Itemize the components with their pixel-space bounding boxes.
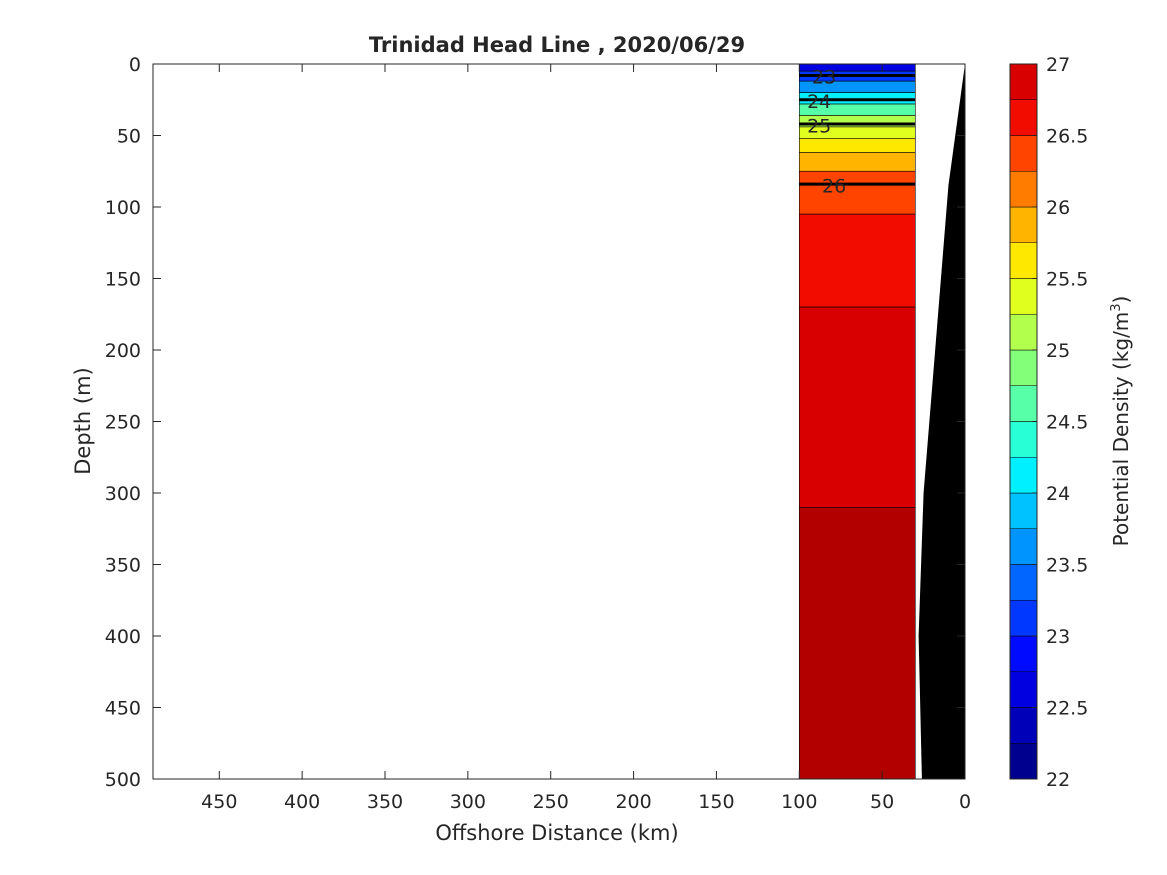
y-axis-label: Depth (m): [71, 367, 95, 474]
x-tick-label: 150: [698, 791, 734, 813]
contour-label-26: 26: [822, 175, 846, 197]
density-band-9: [798, 170, 916, 215]
colorbar-swatch-4: [1009, 600, 1038, 637]
contour-label-23: 23: [812, 67, 836, 89]
colorbar-swatch-14: [1009, 242, 1038, 279]
x-tick-label: 50: [870, 791, 894, 813]
x-axis-label: Offshore Distance (km): [435, 821, 678, 845]
colorbar-tick-label: 23.5: [1046, 555, 1088, 577]
y-tick-label: 500: [105, 769, 141, 791]
y-tick-label: 150: [105, 269, 141, 291]
y-tick-label: 350: [105, 555, 141, 577]
y-tick-label: 100: [105, 197, 141, 219]
density-band-11: [798, 306, 916, 508]
colorbar-swatch-8: [1009, 457, 1038, 494]
chart-title: Trinidad Head Line , 2020/06/29: [369, 33, 745, 57]
y-tick-label: 400: [105, 626, 141, 648]
colorbar-tick-label: 25.5: [1046, 269, 1088, 291]
colorbar-swatch-19: [1009, 63, 1038, 100]
x-tick-label: 300: [450, 791, 486, 813]
colorbar-tick-label: 23: [1046, 626, 1070, 648]
bathymetry: [918, 64, 965, 779]
x-tick-label: 250: [533, 791, 569, 813]
colorbar-swatch-6: [1009, 528, 1038, 565]
colorbar-swatch-3: [1009, 635, 1038, 672]
colorbar-swatch-17: [1009, 135, 1038, 172]
colorbar-label-suffix: ): [1109, 296, 1133, 304]
colorbar-swatch-11: [1009, 349, 1038, 386]
colorbar-swatch-16: [1009, 171, 1038, 208]
colorbar-swatch-18: [1009, 99, 1038, 136]
colorbar-label-text: Potential Density (kg/m: [1109, 312, 1133, 547]
colorbar-swatch-12: [1009, 314, 1038, 351]
y-tick-label: 250: [105, 412, 141, 434]
y-tick-label: 300: [105, 483, 141, 505]
x-tick-label: 400: [284, 791, 320, 813]
x-tick-label: 0: [959, 791, 971, 813]
density-band-8: [798, 152, 916, 172]
colorbar-tick-label: 26: [1046, 197, 1070, 219]
y-tick-label: 0: [129, 54, 141, 76]
colorbar-label: Potential Density (kg/m3): [1109, 296, 1133, 547]
colorbar-swatch-2: [1009, 671, 1038, 708]
colorbar-tick-label: 25: [1046, 340, 1070, 362]
x-tick-label: 200: [615, 791, 651, 813]
y-tick-label: 450: [105, 698, 141, 720]
x-tick-label: 350: [367, 791, 403, 813]
colorbar-label-superscript: 3: [1109, 303, 1124, 311]
colorbar-swatch-13: [1009, 278, 1038, 315]
density-band-10: [798, 213, 916, 308]
colorbar-swatch-10: [1009, 385, 1038, 422]
colorbar: 22 22.5 23 23.5 24 24.5 25 25.5 26 26.5 27 Potenti…: [1009, 54, 1133, 791]
colorbar-swatch-9: [1009, 421, 1038, 458]
colorbar-swatch-7: [1009, 492, 1038, 529]
colorbar-swatch-15: [1009, 206, 1038, 243]
x-tick-label: 450: [201, 791, 237, 813]
x-tick-label: 100: [781, 791, 817, 813]
colorbar-tick-label: 27: [1046, 54, 1070, 76]
y-tick-label: 50: [117, 126, 141, 148]
colorbar-tick-label: 22.5: [1046, 698, 1088, 720]
colorbar-tick-label: 24: [1046, 483, 1070, 505]
density-band-7: [798, 138, 916, 153]
contour-label-25: 25: [807, 115, 831, 137]
colorbar-swatch-1: [1009, 707, 1038, 744]
colorbar-swatch-0: [1009, 743, 1038, 780]
density-band-12: [798, 506, 916, 779]
contour-label-24: 24: [807, 91, 831, 113]
colorbar-swatch-5: [1009, 564, 1038, 601]
colorbar-tick-label: 24.5: [1046, 412, 1088, 434]
colorbar-tick-label: 22: [1046, 769, 1070, 791]
y-tick-label: 200: [105, 340, 141, 362]
colorbar-tick-label: 26.5: [1046, 126, 1088, 148]
